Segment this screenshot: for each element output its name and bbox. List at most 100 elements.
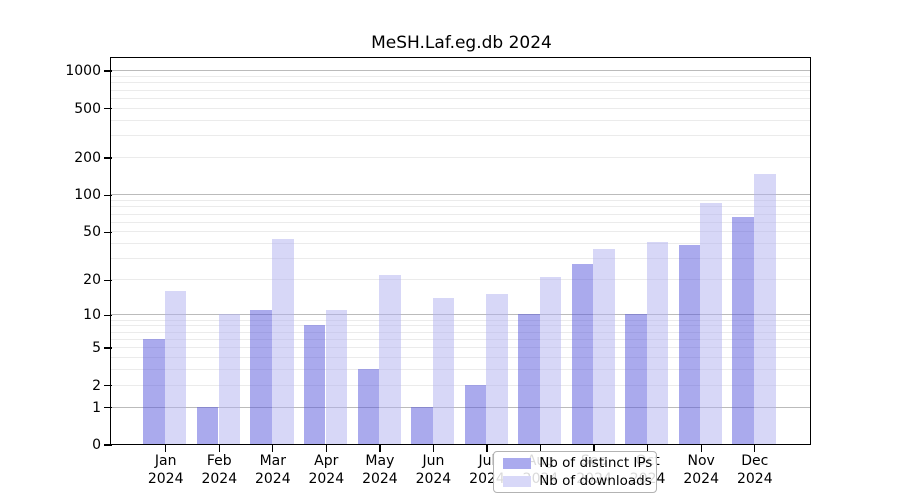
y-tick-label: 100 (74, 187, 101, 204)
chart-title: MeSH.Laf.eg.db 2024 (371, 33, 552, 53)
legend-item-downloads: Nb of downloads (494, 473, 656, 489)
legend-swatch-downloads (503, 475, 532, 487)
bar-downloads-aug (539, 276, 562, 445)
y-tick-label: 0 (92, 437, 101, 453)
bar-downloads-jul (486, 294, 508, 445)
x-tick-label: Mar 2024 (254, 453, 291, 487)
minor-gridline (111, 97, 811, 99)
minor-gridline (111, 221, 811, 223)
major-gridline (111, 314, 811, 316)
bar-distinct-ips-oct (625, 314, 647, 445)
x-tick-label: Apr 2024 (308, 453, 345, 487)
x-tick (754, 445, 756, 452)
plot-area: Nb of distinct IPs Nb of downloads (110, 57, 812, 494)
x-tick-label: Jan 2024 (147, 453, 184, 487)
minor-gridline (111, 338, 811, 340)
bar-downloads-may (379, 274, 401, 445)
y-tick (104, 384, 112, 387)
bar-downloads-dec (754, 174, 776, 445)
bar-distinct-ips-jan (143, 338, 165, 445)
bar-distinct-ips-jul (464, 384, 487, 445)
x-tick-label: Nov 2024 (683, 453, 719, 487)
legend-item-distinct-ips: Nb of distinct IPs (494, 455, 656, 471)
minor-gridline (111, 331, 811, 333)
major-gridline (111, 194, 811, 196)
minor-gridline (111, 213, 811, 215)
x-tick (646, 445, 649, 452)
legend-swatch-distinct-ips (503, 457, 532, 469)
bar-downloads-jun (432, 297, 455, 445)
minor-gridline (111, 89, 811, 91)
x-tick (539, 445, 542, 452)
y-tick-label: 10 (83, 307, 101, 324)
y-tick (104, 157, 112, 159)
bar-distinct-ips-may (357, 369, 380, 445)
minor-gridline (111, 82, 811, 84)
y-tick-label: 1 (92, 399, 101, 416)
x-tick (700, 445, 702, 452)
y-tick (104, 444, 112, 446)
legend-label-distinct-ips: Nb of distinct IPs (539, 455, 653, 472)
minor-gridline (111, 76, 811, 77)
minor-gridline (111, 107, 811, 109)
y-tick-label: 5 (92, 340, 101, 356)
y-tick (104, 194, 112, 196)
y-tick-label: 1000 (65, 63, 101, 80)
minor-gridline (111, 243, 811, 245)
y-tick (104, 314, 112, 316)
bar-downloads-apr (325, 309, 348, 445)
plot-canvas (111, 58, 811, 445)
y-tick-label: 200 (74, 150, 101, 166)
x-tick (218, 445, 220, 452)
x-tick (379, 445, 381, 452)
bar-distinct-ips-apr (303, 325, 326, 445)
major-gridline (111, 406, 811, 408)
y-tick (104, 406, 112, 409)
bar-distinct-ips-feb (196, 406, 219, 445)
x-tick (593, 445, 595, 452)
bar-downloads-mar (272, 239, 294, 445)
y-tick (104, 70, 112, 72)
y-tick (104, 347, 112, 349)
bar-distinct-ips-aug (518, 314, 540, 445)
x-tick-label: Dec 2024 (736, 453, 773, 487)
minor-gridline (111, 135, 811, 137)
bar-distinct-ips-nov (678, 244, 701, 445)
minor-gridline (111, 384, 811, 386)
bar-downloads-sep (593, 248, 615, 445)
y-tick-label: 20 (83, 272, 101, 289)
x-tick-label: May 2024 (362, 453, 398, 487)
minor-gridline (111, 347, 811, 349)
x-tick (165, 445, 167, 452)
legend-label-downloads: Nb of downloads (539, 473, 652, 490)
minor-gridline (111, 231, 811, 233)
bar-distinct-ips-mar (250, 309, 272, 445)
bar-downloads-nov (700, 203, 722, 445)
y-tick-label: 50 (83, 224, 101, 241)
x-tick (272, 445, 274, 452)
minor-gridline (111, 258, 811, 260)
minor-gridline (111, 279, 811, 281)
minor-gridline (111, 206, 811, 208)
minor-gridline (111, 369, 811, 371)
x-tick (486, 445, 488, 452)
minor-gridline (111, 157, 811, 159)
x-tick-label: Jun 2024 (415, 453, 452, 487)
y-tick (104, 231, 112, 233)
legend: Nb of distinct IPs Nb of downloads (493, 451, 658, 494)
major-gridline (111, 70, 811, 72)
y-tick (104, 107, 112, 110)
bar-downloads-feb (218, 314, 241, 445)
bar-distinct-ips-jun (411, 406, 433, 445)
bar-distinct-ips-sep (571, 263, 594, 445)
x-tick (432, 445, 435, 452)
bar-distinct-ips-dec (732, 216, 754, 445)
minor-gridline (111, 200, 811, 202)
bar-downloads-jan (164, 290, 187, 445)
x-tick-label: Feb 2024 (201, 453, 238, 487)
minor-gridline (111, 357, 811, 359)
y-tick-label: 2 (92, 377, 101, 394)
y-tick-label: 500 (74, 100, 101, 117)
y-tick (104, 279, 112, 281)
